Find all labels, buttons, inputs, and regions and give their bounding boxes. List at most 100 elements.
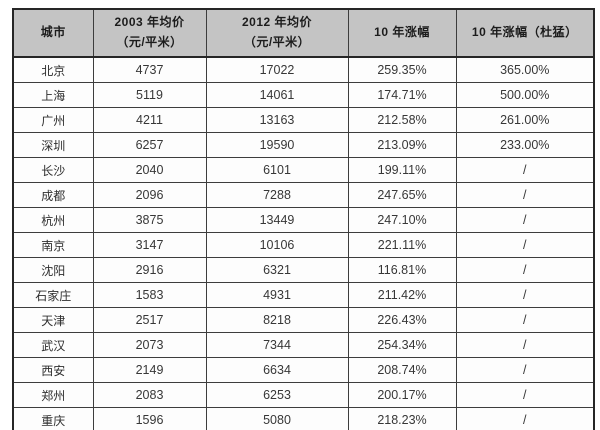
cell-price-2003: 2149: [92, 357, 207, 383]
table-row: 深圳 6257 19590 213.09% 233.00%: [12, 132, 595, 158]
table-row: 沈阳 2916 6321 116.81% /: [12, 257, 595, 283]
cell-price-2012: 10106: [205, 232, 349, 258]
cell-growth: 213.09%: [347, 132, 457, 158]
cell-growth-dumeng: /: [455, 182, 595, 208]
cell-price-2003: 2073: [92, 332, 207, 358]
cell-city: 武汉: [12, 332, 94, 358]
cell-city: 重庆: [12, 407, 94, 430]
table-row: 武汉 2073 7344 254.34% /: [12, 332, 595, 358]
header-cell-city: 城市: [12, 8, 94, 58]
header-label: 2003 年均价: [114, 15, 185, 30]
cell-city: 杭州: [12, 207, 94, 233]
cell-price-2012: 6634: [205, 357, 349, 383]
cell-growth-dumeng: /: [455, 382, 595, 408]
cell-price-2003: 3147: [92, 232, 207, 258]
cell-city: 天津: [12, 307, 94, 333]
cell-city: 成都: [12, 182, 94, 208]
cell-growth: 116.81%: [347, 257, 457, 283]
cell-city: 郑州: [12, 382, 94, 408]
cell-growth-dumeng: 365.00%: [455, 56, 595, 83]
header-label: 2012 年均价: [241, 15, 313, 30]
city-housing-price-table: 城市 2003 年均价 （元/平米） 2012 年均价 （元/平米） 10 年涨…: [12, 8, 595, 430]
cell-price-2003: 1583: [92, 282, 207, 308]
cell-growth: 174.71%: [347, 82, 457, 108]
cell-price-2003: 1596: [92, 407, 207, 430]
cell-price-2003: 2096: [92, 182, 207, 208]
cell-price-2003: 4737: [92, 56, 207, 83]
cell-price-2003: 3875: [92, 207, 207, 233]
cell-price-2012: 14061: [205, 82, 349, 108]
header-cell-price-2012: 2012 年均价 （元/平米）: [205, 8, 349, 58]
cell-growth: 247.10%: [347, 207, 457, 233]
cell-city: 深圳: [12, 132, 94, 158]
cell-growth-dumeng: /: [455, 232, 595, 258]
cell-city: 长沙: [12, 157, 94, 183]
cell-growth: 226.43%: [347, 307, 457, 333]
cell-price-2003: 2916: [92, 257, 207, 283]
header-cell-growth: 10 年涨幅: [347, 8, 457, 58]
cell-growth: 208.74%: [347, 357, 457, 383]
table-row: 杭州 3875 13449 247.10% /: [12, 207, 595, 233]
cell-price-2003: 6257: [92, 132, 207, 158]
cell-price-2012: 5080: [205, 407, 349, 430]
cell-price-2003: 2517: [92, 307, 207, 333]
table-row: 西安 2149 6634 208.74% /: [12, 357, 595, 383]
cell-growth-dumeng: 500.00%: [455, 82, 595, 108]
cell-city: 广州: [12, 107, 94, 133]
table-row: 郑州 2083 6253 200.17% /: [12, 382, 595, 408]
cell-price-2012: 7344: [205, 332, 349, 358]
header-label: 10 年涨幅（杜猛）: [471, 25, 578, 40]
table-row: 长沙 2040 6101 199.11% /: [12, 157, 595, 183]
cell-price-2003: 5119: [92, 82, 207, 108]
cell-growth-dumeng: /: [455, 332, 595, 358]
header-label: 10 年涨幅: [374, 25, 430, 40]
cell-price-2003: 2083: [92, 382, 207, 408]
header-unit: （元/平米）: [243, 35, 311, 49]
table-row: 石家庄 1583 4931 211.42% /: [12, 282, 595, 308]
header-cell-growth-dumeng: 10 年涨幅（杜猛）: [455, 8, 595, 58]
table-row: 成都 2096 7288 247.65% /: [12, 182, 595, 208]
header-row: 城市 2003 年均价 （元/平米） 2012 年均价 （元/平米） 10 年涨…: [12, 8, 595, 58]
cell-growth: 247.65%: [347, 182, 457, 208]
cell-price-2012: 7288: [205, 182, 349, 208]
cell-price-2012: 17022: [205, 56, 349, 83]
header-unit: （元/平米）: [116, 35, 183, 49]
cell-price-2003: 2040: [92, 157, 207, 183]
cell-growth: 199.11%: [347, 157, 457, 183]
cell-growth: 200.17%: [347, 382, 457, 408]
cell-growth-dumeng: 261.00%: [455, 107, 595, 133]
cell-city: 上海: [12, 82, 94, 108]
cell-price-2012: 13449: [205, 207, 349, 233]
cell-growth-dumeng: 233.00%: [455, 132, 595, 158]
cell-price-2012: 13163: [205, 107, 349, 133]
table-row: 北京 4737 17022 259.35% 365.00%: [12, 56, 595, 83]
cell-price-2012: 6253: [205, 382, 349, 408]
cell-city: 西安: [12, 357, 94, 383]
cell-growth: 212.58%: [347, 107, 457, 133]
cell-city: 沈阳: [12, 257, 94, 283]
cell-growth-dumeng: /: [455, 357, 595, 383]
table-row: 天津 2517 8218 226.43% /: [12, 307, 595, 333]
cell-growth-dumeng: /: [455, 157, 595, 183]
table-row: 重庆 1596 5080 218.23% /: [12, 407, 595, 430]
header-cell-price-2003: 2003 年均价 （元/平米）: [92, 8, 207, 58]
cell-growth: 221.11%: [347, 232, 457, 258]
table-row: 南京 3147 10106 221.11% /: [12, 232, 595, 258]
table-row: 上海 5119 14061 174.71% 500.00%: [12, 82, 595, 108]
cell-growth-dumeng: /: [455, 307, 595, 333]
cell-growth-dumeng: /: [455, 407, 595, 430]
cell-growth: 254.34%: [347, 332, 457, 358]
header-label: 城市: [40, 25, 66, 40]
cell-growth-dumeng: /: [455, 282, 595, 308]
cell-city: 南京: [12, 232, 94, 258]
cell-price-2012: 6321: [205, 257, 349, 283]
cell-growth-dumeng: /: [455, 257, 595, 283]
cell-city: 北京: [12, 56, 94, 83]
cell-price-2012: 8218: [205, 307, 349, 333]
cell-growth-dumeng: /: [455, 207, 595, 233]
cell-price-2012: 6101: [205, 157, 349, 183]
cell-price-2003: 4211: [92, 107, 207, 133]
cell-growth: 218.23%: [347, 407, 457, 430]
cell-price-2012: 4931: [205, 282, 349, 308]
